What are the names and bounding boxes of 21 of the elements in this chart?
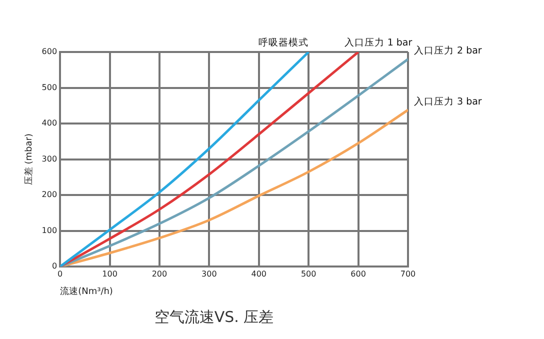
x-tick-label: 700 (400, 269, 416, 278)
y-tick-label: 200 (42, 190, 58, 200)
x-tick-label: 500 (300, 269, 316, 278)
series-label: 入口压力 1 bar (344, 36, 412, 49)
y-tick-label: 400 (42, 118, 58, 128)
y-tick-label: 0 (52, 262, 58, 271)
series-label: 呼吸器模式 (258, 36, 309, 49)
y-tick-label: 300 (42, 154, 58, 164)
x-tick-label: 600 (350, 269, 366, 278)
y-tick-label: 500 (42, 82, 58, 92)
text: 空气流速VS. 压差 (154, 308, 274, 326)
x-axis-title: 流速(Nm³/h) (60, 286, 113, 297)
x-tick-label: 400 (251, 269, 267, 278)
series-label: 入口压力 2 bar (414, 44, 482, 57)
y-axis-title: 压差 (mbar) (24, 134, 35, 186)
y-tick-label: 100 (42, 226, 58, 235)
x-tick-label: 200 (152, 269, 168, 278)
series-label: 入口压力 3 bar (414, 95, 482, 108)
y-tick-label: 600 (42, 47, 58, 56)
x-tick-label: 100 (102, 269, 118, 278)
x-tick-label: 300 (202, 269, 217, 278)
